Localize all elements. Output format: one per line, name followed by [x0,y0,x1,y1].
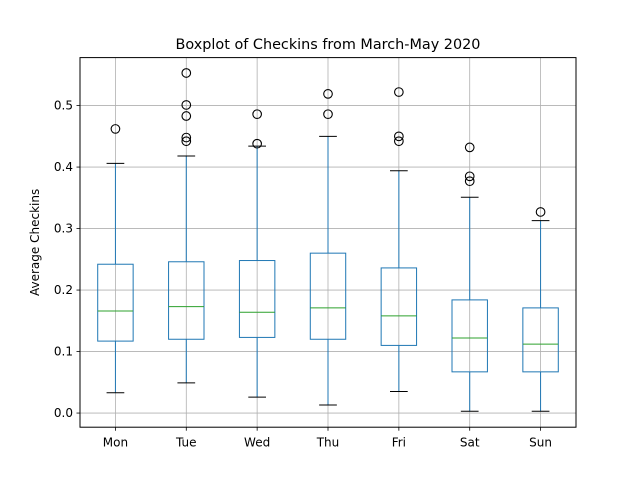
outlier-point [181,136,192,147]
y-tick-label: 0.2 [54,283,73,297]
outlier-point [110,124,121,134]
y-tick-label: 0.5 [54,99,73,113]
outlier-point [181,132,192,143]
chart-title: Boxplot of Checkins from March-May 2020 [176,37,481,53]
outlier-point [394,136,404,147]
outlier-point [323,89,333,99]
y-axis-label: Average Checkins [28,189,42,296]
y-axis: 0.0 0.1 0.2 0.3 0.4 0.5 [54,99,80,420]
y-tick-label: 0.3 [54,222,73,236]
iqr-box [309,252,347,340]
box-fri [380,87,418,393]
outlier-point [394,87,404,97]
outlier-point [535,207,546,217]
outlier-point [464,171,475,182]
outlier-point [181,111,192,121]
outlier-point [252,138,262,149]
box-mon [97,124,134,394]
box-sat [451,142,488,412]
y-tick-label: 0.4 [54,160,73,174]
x-tick-label: Wed [244,436,270,450]
boxes-layer [97,68,559,412]
iqr-box [380,267,418,346]
y-tick-label: 0.0 [54,406,73,420]
box-sun [522,207,559,412]
x-tick-label: Sat [460,436,480,450]
outlier-point [323,109,333,120]
box-thu [309,89,347,406]
x-tick-label: Tue [175,436,197,450]
outlier-point [181,100,192,110]
y-tick-label: 0.1 [54,345,73,359]
x-tick-label: Fri [392,436,406,450]
outlier-point [464,176,475,187]
x-tick-label: Mon [103,436,128,450]
iqr-box [238,260,276,338]
box-tue [168,68,205,384]
iqr-box [451,299,488,373]
x-tick-label: Thu [316,436,340,450]
box-wed [238,109,276,398]
iqr-box [97,263,134,342]
outlier-point [394,131,404,142]
iqr-box [522,307,559,373]
x-axis: Mon Tue Wed Thu Fri Sat Sun [103,427,552,450]
outlier-point [252,109,262,120]
outlier-point [181,68,192,78]
outlier-point [464,142,475,153]
iqr-box [168,261,205,340]
x-tick-label: Sun [529,436,552,450]
